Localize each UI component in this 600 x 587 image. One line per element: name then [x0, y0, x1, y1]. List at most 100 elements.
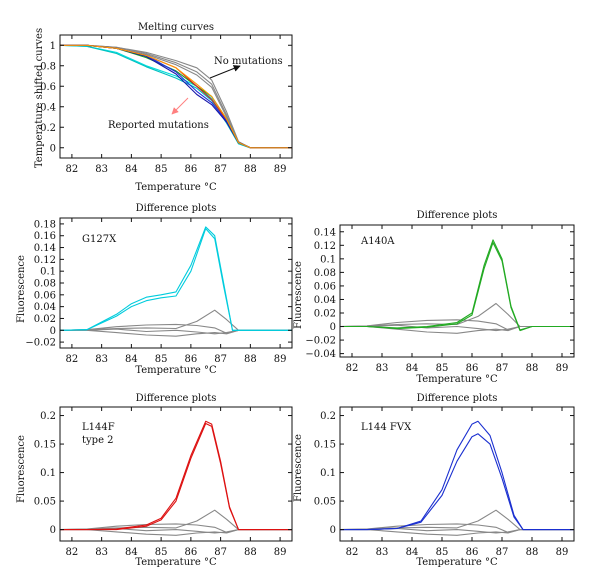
x-tick-label: 85 [436, 547, 449, 558]
x-tick-label: 89 [556, 363, 569, 374]
y-tick-label: 1 [50, 41, 56, 52]
series-line [340, 239, 574, 331]
x-tick-label: 85 [155, 164, 168, 175]
panel-l144-fvx: Difference plots Fluorescence Temperatur… [293, 393, 575, 568]
series-line [340, 242, 574, 332]
y-tick-label: 0.15 [314, 440, 336, 451]
panel-label-l144-fvx: L144 FVX [361, 422, 412, 433]
series-line [339, 509, 574, 531]
x-tick-label: 84 [406, 547, 419, 558]
series-line [340, 324, 574, 332]
panel-g127x: Difference plots Fluorescence Temperatur… [16, 203, 293, 376]
y-tick-label: 0.05 [314, 497, 336, 508]
y-tick-label: 0.1 [320, 468, 336, 479]
x-tick-label: 87 [214, 164, 227, 175]
y-tick-label: 0 [330, 322, 336, 333]
x-tick-label: 86 [185, 164, 198, 175]
y-tick-label: 0.12 [314, 241, 336, 252]
x-tick-label: 87 [214, 354, 227, 365]
y-axis-label: Fluorescence [293, 434, 304, 502]
y-tick-label: 0.02 [34, 314, 56, 325]
chart-title: Difference plots [136, 203, 217, 214]
x-tick-label: 89 [274, 354, 287, 365]
x-axis-label: Temperature °C [135, 557, 217, 568]
plot-area: 82 83 84 85 86 87 88 89 0 0.05 0.1 0.15 0.2 [34, 406, 293, 558]
y-tick-label: 0.2 [40, 411, 56, 422]
y-tick-label: 0.16 [34, 231, 56, 242]
y-tick-label: 0.06 [314, 281, 336, 292]
y-tick-label: 0.12 [34, 255, 56, 266]
x-tick-label: 82 [66, 354, 79, 365]
y-tick-label: 0.6 [40, 82, 56, 93]
series-line [59, 509, 292, 531]
x-tick-label: 89 [274, 547, 287, 558]
y-tick-label: 0.05 [34, 497, 56, 508]
y-tick-label: 0.4 [40, 102, 56, 113]
y-axis-label: Fluorescence [293, 261, 304, 329]
series-line [340, 529, 574, 536]
x-tick-label: 85 [436, 363, 449, 374]
x-tick-label: 83 [95, 354, 108, 365]
y-tick-label: 0.14 [34, 243, 56, 254]
annotation-no-mutations: No mutations [214, 56, 283, 67]
panel-label-type-2: type 2 [82, 435, 114, 446]
y-axis-label: Fluorescence [16, 435, 27, 503]
series-line [340, 420, 574, 531]
y-tick-label: 0.08 [34, 279, 56, 290]
x-tick-label: 82 [346, 363, 359, 374]
plot-area: 82 83 84 85 86 87 88 89 0 0.05 0.1 0.15 0.2 [314, 406, 575, 558]
x-tick-label: 83 [376, 363, 389, 374]
y-tick-label: 0.06 [34, 290, 56, 301]
y-tick-label: 0.2 [40, 123, 56, 134]
x-tick-label: 84 [125, 354, 138, 365]
series-line [60, 529, 292, 536]
panel-label-a140a: A140A [360, 236, 395, 247]
panel-label-g127x: G127X [82, 234, 117, 245]
y-tick-label: −0.02 [25, 338, 56, 349]
x-tick-label: 82 [66, 164, 79, 175]
x-tick-label: 83 [95, 547, 108, 558]
annotation-arrow-no-mutations [209, 65, 241, 79]
y-tick-label: −0.02 [305, 336, 336, 347]
x-tick-label: 83 [95, 164, 108, 175]
x-tick-label: 85 [155, 354, 168, 365]
plot-area: 82 83 84 85 86 87 88 89 −0.04 −0.02 0 0.02 0.04 0.06 0… [305, 224, 575, 374]
x-axis-label: Temperature °C [416, 374, 498, 385]
y-tick-label: 0 [50, 143, 56, 154]
x-tick-label: 86 [185, 547, 198, 558]
x-tick-label: 89 [274, 164, 287, 175]
chart-title: Difference plots [417, 210, 498, 221]
x-tick-label: 82 [66, 547, 79, 558]
plot-frame [339, 224, 575, 358]
x-tick-label: 84 [125, 547, 138, 558]
x-tick-label: 88 [244, 354, 257, 365]
y-tick-label: −0.04 [305, 349, 336, 360]
y-tick-label: 0.04 [34, 302, 56, 313]
x-tick-label: 82 [346, 547, 359, 558]
y-tick-label: 0.18 [34, 219, 56, 230]
x-tick-label: 86 [185, 354, 198, 365]
x-tick-label: 88 [244, 164, 257, 175]
panel-a140a: Difference plots Fluorescence Temperatur… [293, 210, 575, 385]
plot-frame [59, 34, 293, 159]
x-tick-label: 88 [244, 547, 257, 558]
y-tick-label: 0.15 [34, 440, 56, 451]
x-tick-label: 87 [496, 363, 509, 374]
y-axis-label: Temperature shifted curves [34, 28, 45, 168]
y-tick-label: 0.08 [314, 268, 336, 279]
x-tick-label: 83 [376, 547, 389, 558]
y-tick-label: 0 [50, 525, 56, 536]
x-tick-label: 86 [466, 547, 479, 558]
x-tick-label: 85 [155, 547, 168, 558]
series-line [59, 44, 292, 149]
annotation-reported-mutations: Reported mutations [108, 120, 209, 131]
panel-label-l144f: L144F [82, 422, 115, 433]
series-line [60, 329, 292, 337]
y-axis-label: Fluorescence [16, 255, 27, 323]
y-tick-label: 0 [330, 525, 336, 536]
x-axis-label: Temperature °C [135, 365, 217, 376]
x-tick-label: 89 [556, 547, 569, 558]
y-tick-label: 0.1 [320, 254, 336, 265]
panel-l144f: Difference plots Fluorescence Temperatur… [16, 393, 293, 568]
